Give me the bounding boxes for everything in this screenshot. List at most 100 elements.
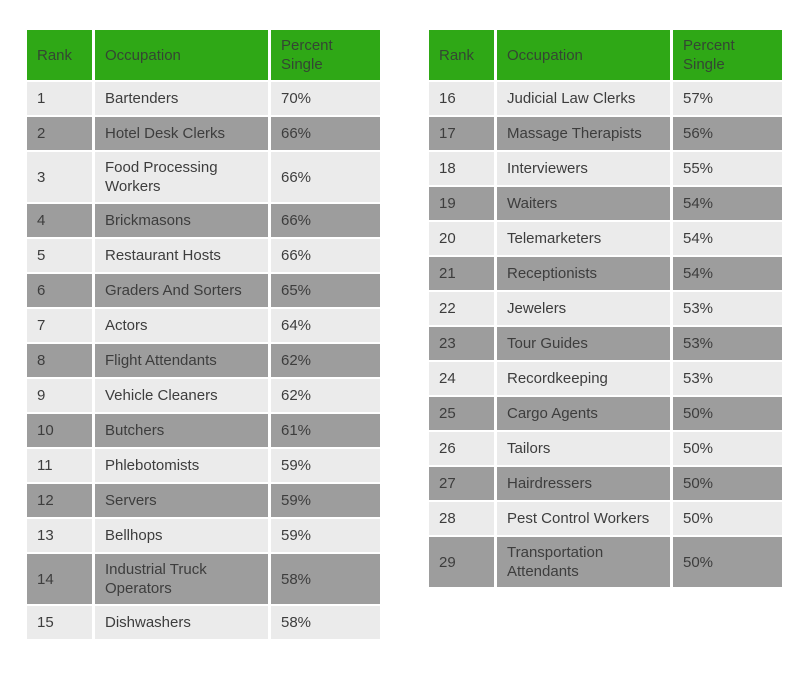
table-row: 2 Hotel Desk Clerks 66%: [24, 115, 383, 152]
right-table: Rank Occupation Percent Single 16 Judicia…: [426, 28, 785, 589]
rank-cell: 4: [24, 202, 95, 239]
occupation-cell: Bartenders: [92, 80, 271, 117]
percent-cell: 66%: [268, 115, 383, 152]
occupation-cell: Tailors: [494, 430, 673, 467]
rank-cell: 24: [426, 360, 497, 397]
occupation-cell: Jewelers: [494, 290, 673, 327]
rank-cell: 26: [426, 430, 497, 467]
percent-cell: 59%: [268, 447, 383, 484]
occupation-cell: Pest Control Workers: [494, 500, 673, 537]
rank-cell: 1: [24, 80, 95, 117]
table-row: 23 Tour Guides 53%: [426, 325, 785, 362]
occupation-column-header: Occupation: [92, 28, 271, 82]
percent-cell: 53%: [670, 360, 785, 397]
occupation-cell: Brickmasons: [92, 202, 271, 239]
occupation-cell: Food Processing Workers: [92, 150, 271, 204]
rank-cell: 28: [426, 500, 497, 537]
table-row: 8 Flight Attendants 62%: [24, 342, 383, 379]
rank-cell: 20: [426, 220, 497, 257]
rank-cell: 11: [24, 447, 95, 484]
occupation-cell: Graders And Sorters: [92, 272, 271, 309]
table-row: 3 Food Processing Workers 66%: [24, 150, 383, 204]
table-row: 29 Transportation Attendants 50%: [426, 535, 785, 589]
percent-cell: 55%: [670, 150, 785, 187]
percent-cell: 54%: [670, 220, 785, 257]
occupation-cell: Cargo Agents: [494, 395, 673, 432]
table-row: 6 Graders And Sorters 65%: [24, 272, 383, 309]
occupation-cell: Vehicle Cleaners: [92, 377, 271, 414]
percent-cell: 66%: [268, 150, 383, 204]
percent-cell: 58%: [268, 552, 383, 606]
table-row: 13 Bellhops 59%: [24, 517, 383, 554]
rank-cell: 27: [426, 465, 497, 502]
percent-cell: 59%: [268, 482, 383, 519]
rank-cell: 23: [426, 325, 497, 362]
occupation-cell: Interviewers: [494, 150, 673, 187]
table-row: 5 Restaurant Hosts 66%: [24, 237, 383, 274]
rank-cell: 16: [426, 80, 497, 117]
percent-cell: 66%: [268, 202, 383, 239]
rank-cell: 13: [24, 517, 95, 554]
rank-cell: 10: [24, 412, 95, 449]
percent-single-column-header: Percent Single: [670, 28, 785, 82]
rank-cell: 15: [24, 604, 95, 641]
percent-single-column-header: Percent Single: [268, 28, 383, 82]
occupation-cell: Tour Guides: [494, 325, 673, 362]
table-row: 19 Waiters 54%: [426, 185, 785, 222]
table-row: 28 Pest Control Workers 50%: [426, 500, 785, 537]
occupation-cell: Hairdressers: [494, 465, 673, 502]
occupation-cell: Bellhops: [92, 517, 271, 554]
percent-cell: 50%: [670, 395, 785, 432]
percent-cell: 53%: [670, 290, 785, 327]
percent-cell: 58%: [268, 604, 383, 641]
percent-cell: 56%: [670, 115, 785, 152]
percent-cell: 50%: [670, 500, 785, 537]
percent-cell: 53%: [670, 325, 785, 362]
occupation-column-header: Occupation: [494, 28, 673, 82]
occupation-cell: Receptionists: [494, 255, 673, 292]
rank-cell: 22: [426, 290, 497, 327]
percent-cell: 64%: [268, 307, 383, 344]
table-row: 25 Cargo Agents 50%: [426, 395, 785, 432]
occupation-cell: Waiters: [494, 185, 673, 222]
rank-cell: 12: [24, 482, 95, 519]
percent-cell: 57%: [670, 80, 785, 117]
rank-cell: 9: [24, 377, 95, 414]
percent-cell: 62%: [268, 377, 383, 414]
rank-cell: 18: [426, 150, 497, 187]
percent-cell: 62%: [268, 342, 383, 379]
rank-cell: 29: [426, 535, 497, 589]
occupation-cell: Flight Attendants: [92, 342, 271, 379]
rank-cell: 8: [24, 342, 95, 379]
percent-cell: 50%: [670, 535, 785, 589]
occupation-cell: Industrial Truck Operators: [92, 552, 271, 606]
percent-cell: 50%: [670, 430, 785, 467]
percent-cell: 54%: [670, 255, 785, 292]
table-row: 14 Industrial Truck Operators 58%: [24, 552, 383, 606]
table-row: 18 Interviewers 55%: [426, 150, 785, 187]
rank-cell: 14: [24, 552, 95, 606]
table-row: 9 Vehicle Cleaners 62%: [24, 377, 383, 414]
table-header-row: Rank Occupation Percent Single: [24, 28, 383, 82]
occupation-cell: Transportation Attendants: [494, 535, 673, 589]
occupation-cell: Servers: [92, 482, 271, 519]
occupation-cell: Telemarketers: [494, 220, 673, 257]
percent-cell: 54%: [670, 185, 785, 222]
occupation-cell: Hotel Desk Clerks: [92, 115, 271, 152]
rank-cell: 5: [24, 237, 95, 274]
table-row: 16 Judicial Law Clerks 57%: [426, 80, 785, 117]
rank-cell: 3: [24, 150, 95, 204]
occupation-cell: Butchers: [92, 412, 271, 449]
table-row: 22 Jewelers 53%: [426, 290, 785, 327]
percent-cell: 66%: [268, 237, 383, 274]
occupation-cell: Judicial Law Clerks: [494, 80, 673, 117]
rank-cell: 2: [24, 115, 95, 152]
rank-cell: 25: [426, 395, 497, 432]
table-row: 1 Bartenders 70%: [24, 80, 383, 117]
occupation-cell: Phlebotomists: [92, 447, 271, 484]
table-row: 11 Phlebotomists 59%: [24, 447, 383, 484]
rank-column-header: Rank: [24, 28, 95, 82]
table-row: 15 Dishwashers 58%: [24, 604, 383, 641]
table-row: 26 Tailors 50%: [426, 430, 785, 467]
percent-cell: 61%: [268, 412, 383, 449]
